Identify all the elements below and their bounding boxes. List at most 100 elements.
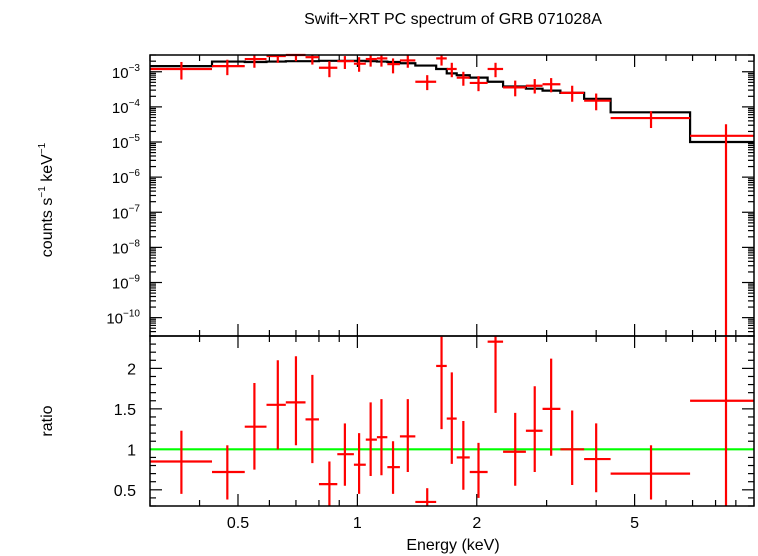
data-point: [376, 55, 388, 67]
ratio-point: [584, 423, 611, 493]
data-point: [436, 55, 447, 66]
data-point: [337, 56, 354, 69]
model-path: [150, 59, 754, 144]
data-point: [584, 93, 611, 111]
y-tick-label: 10−7: [112, 203, 141, 222]
x-tick-label: 1: [353, 515, 362, 532]
data-point: [560, 85, 585, 102]
ratio-point: [415, 488, 437, 506]
data-points: [150, 53, 754, 336]
ratio-point: [560, 410, 585, 485]
ratio-point: [525, 386, 543, 472]
ratio-point: [365, 402, 377, 477]
ratio-point: [446, 372, 457, 464]
x-tick-label: 5: [630, 515, 639, 532]
y-tick-label: 10−3: [112, 63, 141, 82]
y-tick-label: 10−10: [106, 309, 140, 328]
y-tick-mantissa: 10: [112, 100, 129, 117]
data-point: [318, 61, 338, 78]
chart-title: Swift−XRT PC spectrum of GRB 071028A: [304, 11, 602, 28]
data-point: [266, 54, 286, 63]
y-tick-exponent: −4: [129, 98, 141, 109]
data-point: [353, 57, 366, 72]
data-point: [387, 58, 400, 74]
ratio-point: [285, 356, 306, 446]
ylabel-exp1: −1: [37, 186, 48, 198]
bottom-panel: 0.5 1 1.5 2 0.5 1 2 5 ratio Energy (keV): [39, 335, 755, 554]
ratio-point: [387, 441, 400, 494]
y-tick-mantissa: 10: [112, 135, 129, 152]
y-tick-mantissa: 10: [106, 311, 123, 328]
ratio-point: [244, 382, 267, 470]
data-point: [610, 111, 691, 129]
y-tick-label: 10−4: [112, 98, 141, 117]
y-tick-label: 0.5: [114, 483, 136, 500]
bottom-y-axis-label: ratio: [39, 405, 56, 436]
top-y-tick-labels: 10−310−410−510−610−710−810−910−10: [106, 63, 140, 328]
data-point: [469, 76, 488, 92]
ylabel-mid: keV: [39, 154, 56, 186]
data-point: [399, 55, 416, 68]
ylabel-base: counts s: [39, 198, 56, 258]
ratio-point: [436, 336, 447, 430]
data-point: [305, 55, 319, 65]
ratio-point: [337, 423, 354, 486]
ratio-point: [376, 399, 388, 476]
x-axis-label: Energy (keV): [406, 537, 499, 554]
x-tick-label: 2: [472, 515, 481, 532]
data-point: [690, 124, 754, 336]
ratio-point: [487, 336, 504, 413]
data-point: [446, 62, 457, 78]
y-tick-label: 10−8: [112, 238, 141, 257]
ratio-point: [150, 430, 213, 494]
y-tick-label: 2: [127, 361, 136, 378]
y-tick-label: 10−6: [112, 168, 141, 187]
y-tick-mantissa: 10: [112, 65, 129, 82]
ratio-point: [318, 461, 338, 506]
data-point: [542, 78, 561, 93]
y-tick-exponent: −6: [129, 168, 141, 179]
bottom-y-tick-labels: 0.5 1 1.5 2: [114, 361, 136, 499]
data-point: [150, 61, 213, 80]
y-tick-exponent: −8: [129, 238, 141, 249]
y-tick-mantissa: 10: [112, 205, 129, 222]
y-tick-mantissa: 10: [112, 240, 129, 257]
y-tick-label: 10−5: [112, 133, 141, 152]
data-point: [365, 55, 377, 67]
top-y-axis-label: counts s−1 keV−1: [37, 142, 56, 257]
data-point: [456, 71, 470, 86]
data-point: [503, 80, 526, 97]
y-tick-label: 1.5: [114, 402, 136, 419]
ratio-point: [690, 336, 754, 506]
y-tick-exponent: −10: [123, 309, 140, 320]
y-tick-label: 1: [127, 442, 136, 459]
data-point: [415, 75, 437, 91]
ratio-point: [305, 374, 319, 464]
ratio-point: [503, 412, 526, 486]
ratio-point: [610, 445, 691, 500]
data-point: [487, 62, 504, 78]
ratio-point: [456, 421, 470, 490]
ylabel-exp2: −1: [37, 142, 48, 154]
y-tick-exponent: −3: [129, 63, 141, 74]
ratio-point: [353, 433, 366, 494]
y-tick-mantissa: 10: [112, 276, 129, 293]
x-tick-label: 0.5: [227, 515, 249, 532]
ratio-point: [399, 399, 416, 472]
bottom-ticks: [149, 335, 755, 507]
y-tick-label: 10−9: [112, 274, 141, 293]
ratio-point: [212, 445, 245, 500]
ratio-point: [469, 442, 488, 498]
top-panel: 10−310−410−510−610−710−810−910−10 counts…: [37, 53, 755, 337]
y-tick-exponent: −5: [129, 133, 141, 144]
y-tick-exponent: −9: [129, 274, 141, 285]
ratio-point: [542, 358, 561, 456]
data-point: [244, 55, 267, 68]
x-tick-labels: 0.5 1 2 5: [227, 515, 639, 532]
data-point: [212, 59, 245, 76]
ratio-point: [266, 360, 286, 450]
y-tick-mantissa: 10: [112, 170, 129, 187]
ratio-points: [150, 336, 754, 506]
